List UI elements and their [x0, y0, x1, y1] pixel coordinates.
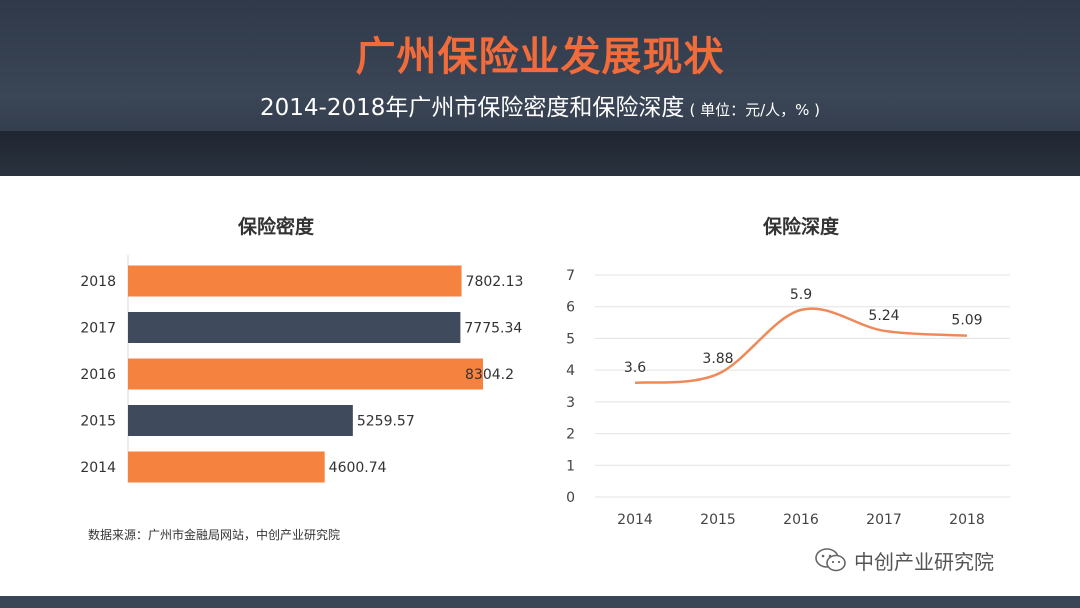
- bar-chart: 2018 7802.13 2017 7775.34 2016 8304.2 2015 5259…: [80, 255, 524, 483]
- subtitle-unit: ( 单位：元/人，% ): [689, 101, 821, 119]
- line-xtick-label: 2016: [783, 512, 819, 528]
- wechat-icon: [815, 548, 846, 572]
- watermark: 中创产业研究院: [814, 546, 994, 574]
- watermark-text: 中创产业研究院: [854, 549, 994, 574]
- header-banner: 广州保险业发展现状 2014-2018年广州市保险密度和保险深度 ( 单位：元/…: [0, 0, 1080, 176]
- line-value-label: 3.88: [702, 351, 733, 367]
- line-chart-title: 保险深度: [763, 216, 840, 238]
- line-value-label: 5.9: [790, 287, 812, 303]
- line-ytick-label: 2: [566, 427, 575, 443]
- header-stripe: [0, 131, 1080, 176]
- line-xtick-label: 2017: [866, 512, 902, 528]
- bar-2018: [128, 265, 462, 297]
- bar-value-label: 7802.13: [466, 274, 524, 290]
- line-ytick-label: 6: [566, 300, 575, 316]
- page-subtitle: 2014-2018年广州市保险密度和保险深度 ( 单位：元/人，% ): [0, 88, 1080, 122]
- bar-2017: [128, 312, 461, 343]
- bar-value-label: 5259.57: [357, 414, 415, 430]
- source-note: 数据来源：广州市金融局网站，中创产业研究院: [88, 528, 341, 542]
- line-xtick-label: 2014: [617, 512, 653, 528]
- line-value-label: 5.24: [868, 308, 899, 324]
- subtitle-text: 2014-2018年广州市保险密度和保险深度: [259, 95, 685, 121]
- line-series-path: [634, 307, 968, 385]
- bar-value-label: 4600.74: [329, 460, 387, 476]
- line-xtick-label: 2018: [949, 512, 985, 528]
- line-ytick-label: 1: [566, 458, 575, 474]
- line-ytick-label: 4: [566, 363, 575, 379]
- line-value-label: 3.6: [624, 360, 646, 376]
- line-ytick-label: 0: [566, 490, 575, 506]
- bar-2016: [128, 358, 483, 390]
- bar-category-label: 2018: [80, 274, 116, 290]
- bar-category-label: 2016: [80, 367, 116, 383]
- bar-2015: [128, 405, 353, 436]
- line-chart: 0 1 2 3 4 5 6 7 2014 3.6 2015 3.88 2016 5.9 2017 5.24 20…: [566, 268, 1010, 528]
- bar-value-label: 8304.2: [465, 367, 514, 383]
- line-xtick-label: 2015: [700, 512, 736, 528]
- line-ytick-label: 5: [566, 331, 575, 347]
- line-ytick-label: 7: [566, 268, 575, 284]
- line-value-label: 5.09: [951, 313, 982, 329]
- page-title: 广州保险业发展现状: [355, 34, 725, 80]
- line-ytick-label: 3: [566, 395, 575, 411]
- bar-2014: [128, 451, 325, 483]
- bar-category-label: 2014: [80, 460, 116, 476]
- bar-category-label: 2017: [80, 321, 116, 337]
- bar-value-label: 7775.34: [464, 321, 522, 337]
- bar-category-label: 2015: [80, 414, 116, 430]
- footer-bar: [0, 596, 1080, 608]
- bar-chart-title: 保险密度: [238, 216, 315, 238]
